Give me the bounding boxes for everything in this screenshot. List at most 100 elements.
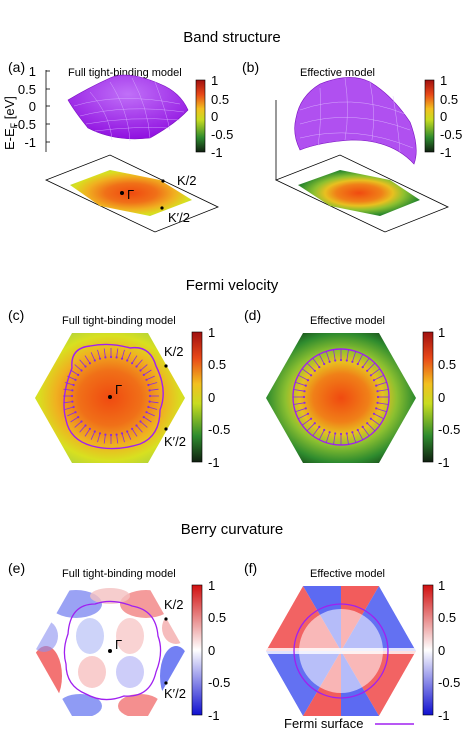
velocity-arrow	[74, 421, 82, 428]
velocity-arrow	[67, 375, 76, 381]
velocity-arrow	[149, 388, 159, 391]
section-title-band: Band structure	[183, 29, 281, 46]
velocity-arrow-head	[98, 357, 102, 360]
colorbar-ticks-b: 1 0.5 0 -0.5 -1	[440, 73, 462, 160]
gamma-label-e: Γ	[115, 637, 122, 652]
velocity-arrow	[146, 411, 155, 417]
k-point-e	[164, 617, 168, 621]
velocity-arrow	[136, 425, 143, 433]
section-title-velocity: Fermi velocity	[186, 277, 279, 294]
velocity-arrow	[140, 421, 148, 428]
svg-text:0.5: 0.5	[211, 92, 229, 107]
svg-text:1: 1	[29, 64, 36, 79]
velocity-arrow	[306, 422, 316, 432]
velocity-arrow	[318, 354, 325, 365]
section-title-berry: Berry curvature	[181, 521, 284, 538]
gamma-label-c: Γ	[115, 382, 122, 397]
gamma-point-e	[108, 649, 112, 653]
velocity-arrow	[352, 351, 357, 362]
velocity-arrow	[90, 352, 96, 361]
velocity-arrow-head	[145, 411, 148, 414]
svg-text:0: 0	[438, 643, 445, 658]
velocity-arrow	[373, 374, 384, 381]
velocity-arrow-head	[328, 360, 331, 363]
velocity-arrow	[63, 401, 73, 404]
velocity-arrow-head	[361, 425, 364, 428]
velocity-arrow	[376, 408, 387, 413]
velocity-arrow	[306, 362, 316, 372]
z-axis-label: E-EF [eV]	[2, 96, 19, 150]
svg-text:1: 1	[438, 578, 445, 593]
velocity-arrow-head	[361, 366, 364, 369]
velocity-arrow	[140, 364, 148, 371]
velocity-arrows-c	[63, 348, 159, 444]
panel-f: (f) Effective model 1 0.5 0 -0.5 -1	[244, 560, 460, 723]
svg-text:-0.5: -0.5	[438, 422, 460, 437]
surface-mesh-b	[299, 77, 414, 153]
velocity-arrow	[295, 408, 306, 413]
velocity-arrow-head	[339, 358, 343, 362]
colorbar-ticks-a: 1 0.5 0 -0.5 -1	[211, 73, 233, 160]
velocity-arrow-head	[93, 430, 96, 433]
velocity-arrow	[333, 349, 336, 361]
velocity-arrow	[143, 369, 152, 376]
velocity-arrow	[79, 359, 86, 367]
kprime-point-e	[164, 681, 168, 685]
velocity-arrow-head	[142, 416, 145, 419]
velocity-arrow-head	[84, 424, 87, 427]
velocity-arrow	[126, 431, 132, 440]
colorbar-f	[422, 584, 434, 716]
panel-label-a: (a)	[8, 59, 25, 75]
z-ticks-a: 1 0.5 0 -0.5 -1	[14, 64, 36, 150]
velocity-arrow	[143, 416, 152, 423]
berry-map-f	[266, 586, 416, 716]
velocity-arrow-head	[376, 401, 379, 404]
kprime-point-c	[164, 427, 168, 431]
band-surface-b	[294, 77, 417, 165]
surface-mesh-a	[73, 77, 185, 142]
velocity-arrow-head	[84, 365, 87, 368]
velocity-arrow-head	[318, 366, 321, 369]
velocity-arrow-head	[306, 379, 310, 382]
svg-text:-1: -1	[438, 455, 450, 470]
velocity-arrow-head	[345, 432, 348, 435]
svg-text:-1: -1	[24, 135, 36, 150]
panel-e: (e) Full tight-binding model Γ K/2 K′/2	[8, 560, 230, 723]
velocity-arrow	[116, 434, 119, 444]
colorbar-ticks-d: 1 0.5 0 -0.5 -1	[438, 325, 460, 470]
velocity-arrow-head	[304, 407, 307, 410]
velocity-arrow-head	[323, 428, 326, 432]
velocity-arrow-head	[145, 378, 148, 381]
velocity-arrow	[64, 406, 74, 410]
velocity-arrow-head	[313, 422, 316, 425]
velocity-arrow	[131, 428, 138, 437]
velocity-arrow	[121, 349, 125, 359]
velocity-arrow	[70, 369, 79, 376]
colorbar-e	[191, 584, 203, 716]
velocity-arrow-head	[376, 390, 379, 393]
velocity-arrow	[149, 401, 159, 404]
velocity-arrow-head	[339, 432, 343, 436]
svg-text:0.5: 0.5	[208, 357, 226, 372]
panel-subtitle-c: Full tight-binding model	[62, 315, 176, 327]
velocity-arrow-head	[126, 430, 129, 433]
velocity-arrow	[366, 362, 376, 372]
velocity-arrow-head	[88, 427, 91, 430]
velocity-arrow-head	[328, 431, 331, 434]
panel-b: (b) Effective model 1 0.5 0 -0.5 -1	[242, 59, 462, 233]
velocity-arrow	[357, 354, 364, 365]
colorbar-d	[422, 331, 434, 463]
velocity-arrow-head	[71, 400, 74, 403]
panel-subtitle-b: Effective model	[300, 67, 375, 79]
velocity-arrow-head	[369, 417, 372, 420]
svg-text:-1: -1	[438, 708, 450, 723]
panel-label-e: (e)	[8, 560, 25, 576]
velocity-arrow-head	[74, 411, 77, 414]
velocity-arrow-head	[77, 416, 80, 419]
gamma-point-a	[120, 191, 124, 195]
colorbar-c	[191, 331, 203, 463]
velocity-arrow	[136, 359, 143, 367]
velocity-arrow	[148, 382, 158, 386]
velocity-arrow-head	[345, 359, 348, 362]
